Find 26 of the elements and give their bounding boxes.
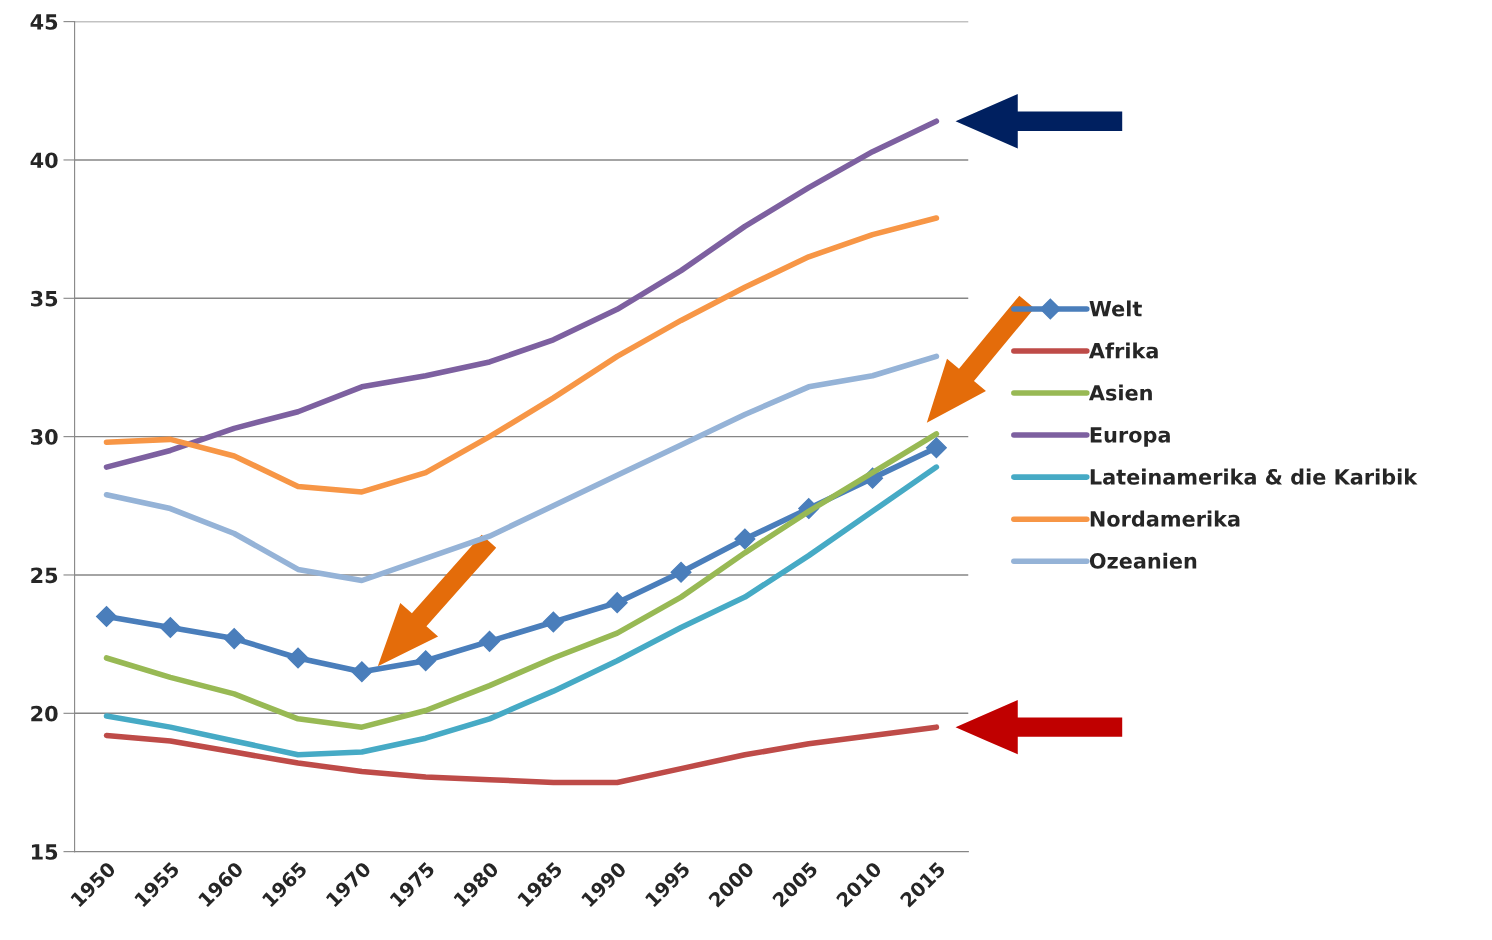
legend-label: Nordamerika <box>1090 510 1240 527</box>
y-tick-label: 45 <box>30 14 58 30</box>
legend-label: Ozeanien <box>1089 552 1197 569</box>
point <box>479 630 501 652</box>
point <box>670 561 692 583</box>
y-tick-label: 35 <box>31 290 58 307</box>
y-tick-label: 15 <box>31 844 58 860</box>
legend-label: Lateinamerika & die Karibik <box>1090 468 1418 485</box>
y-tick-label: 40 <box>30 152 58 169</box>
point <box>606 592 628 614</box>
y-tick-label: 20 <box>31 705 58 722</box>
legend-label: Afrika <box>1088 342 1158 359</box>
y-tick-label: 25 <box>31 567 58 584</box>
point <box>542 611 564 633</box>
point <box>96 605 118 627</box>
point <box>287 647 309 669</box>
legend-label: Europa <box>1090 427 1170 447</box>
point <box>734 528 756 550</box>
point <box>351 661 373 683</box>
legend-label: Asien <box>1088 384 1152 401</box>
point <box>415 650 437 672</box>
point <box>223 628 245 650</box>
point <box>159 617 181 639</box>
y-tick-label: 30 <box>31 429 58 445</box>
point <box>925 437 947 459</box>
legend-label: Welt <box>1089 300 1142 317</box>
